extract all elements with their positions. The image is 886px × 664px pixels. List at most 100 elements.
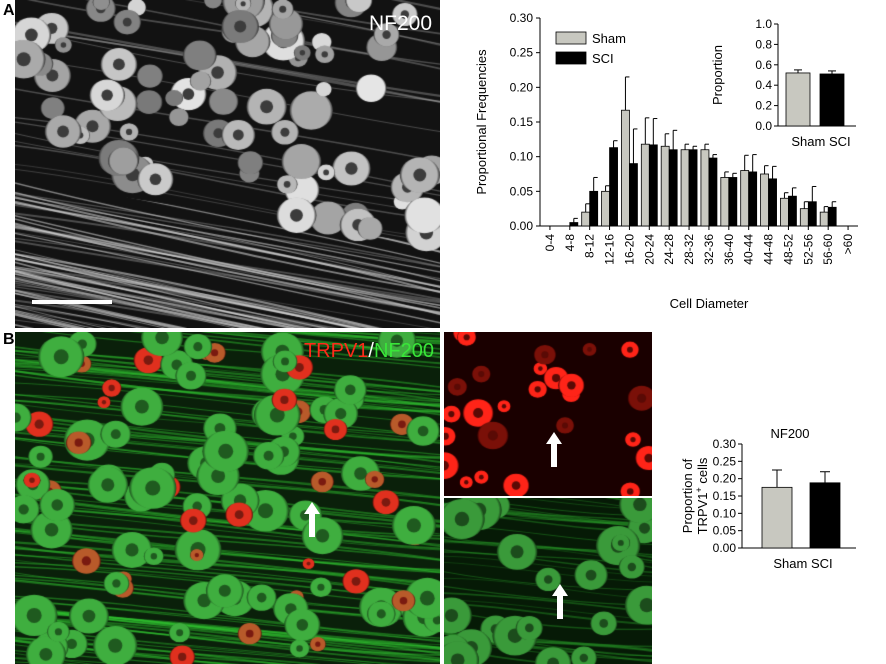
label-slash: / xyxy=(368,340,374,362)
trpv1-y-tick-label: 0.25 xyxy=(713,454,737,468)
histogram-x-tick-label: 44-48 xyxy=(762,234,776,265)
histogram-bar-sci xyxy=(648,144,658,227)
histogram-bar-sci xyxy=(768,178,777,227)
trpv1-y-tick-label: 0.20 xyxy=(713,472,737,486)
histogram-y-tick-label: 0.25 xyxy=(510,46,534,60)
trpv1-y-tick-label: 0.05 xyxy=(713,524,737,538)
trpv1-proportion-chart: NF200 0.00 0.05 0.10 0.15 0.20 0.25 0.30 Proport… xyxy=(680,426,856,571)
histogram-bar-sham xyxy=(720,177,730,227)
histogram-y-tick-label: 0.30 xyxy=(510,11,534,25)
histogram-bar-sham xyxy=(601,190,610,227)
histogram-bar-sci xyxy=(589,190,599,227)
histogram-bar-sci xyxy=(728,177,738,227)
histogram-bar-sham xyxy=(680,149,690,227)
trpv1-y-tick-label: 0.10 xyxy=(713,506,737,520)
arrow-nf200 xyxy=(552,584,568,619)
micrograph-trpv1-image xyxy=(444,332,652,496)
histogram-y-label: Proportional Frequencies xyxy=(474,49,489,195)
arrow-merge xyxy=(304,502,320,537)
histogram-bar-sci xyxy=(827,206,837,227)
micrograph-merge: TRPV1/NF200 xyxy=(15,332,440,664)
histogram-x-tick-label: 56-60 xyxy=(821,234,835,265)
histogram-bar-sci xyxy=(788,195,797,227)
histogram-x-tick-label: 28-32 xyxy=(682,234,696,265)
histogram-bar-sci xyxy=(629,163,638,227)
histogram-x-tick-label: 4-8 xyxy=(563,234,577,252)
histogram-y-tick-label: 0.05 xyxy=(510,184,534,198)
legend-label-sci: SCI xyxy=(592,51,614,66)
inset-y-tick-label: 0.8 xyxy=(755,37,772,51)
inset-y-tick-label: 0.4 xyxy=(755,78,772,92)
histogram-x-tick-label: >60 xyxy=(841,234,855,255)
trpv1-y-label-line2: TRPV1+ cells xyxy=(694,457,710,534)
inset-category-labels: Sham SCI xyxy=(791,134,850,149)
panel-letter-b: B xyxy=(3,331,15,348)
label-nf200: NF200 xyxy=(373,340,434,362)
inset-bar-sham xyxy=(785,72,811,127)
label-trpv1: TRPV1 xyxy=(303,340,369,362)
histogram-bar-sci xyxy=(609,147,618,227)
micrograph-trpv1 xyxy=(444,332,652,496)
trpv1-y-label-line1: Proportion of xyxy=(680,458,695,533)
inset-y-label: Proportion xyxy=(710,45,725,105)
histogram-x-tick-label: 24-28 xyxy=(662,234,676,265)
trpv1-y-label-sup: + xyxy=(694,487,704,492)
histogram-x-tick-label: 32-36 xyxy=(702,234,716,265)
micrograph-nf200-image xyxy=(15,0,440,328)
trpv1-bar-sci xyxy=(809,482,841,549)
histogram-bar-sham xyxy=(581,211,591,227)
histogram-x-tick-label: 48-52 xyxy=(781,234,795,265)
histogram-bar-sham xyxy=(621,109,630,227)
histogram-x-tick-label: 12-16 xyxy=(603,234,617,265)
trpv1-y-tick-label: 0.30 xyxy=(713,437,737,451)
histogram-bar-sci xyxy=(688,149,698,227)
histogram-bar-sci xyxy=(807,201,817,227)
histogram-bar-sci xyxy=(569,222,579,227)
histogram-bar-sham xyxy=(740,170,750,227)
legend-swatch-sci xyxy=(555,51,587,65)
micrograph-nf200-green-image xyxy=(444,498,652,664)
histogram-bar-sham xyxy=(700,149,710,227)
histogram-x-tick-label: 36-40 xyxy=(722,234,736,265)
histogram-chart: 0.00 0.05 0.10 0.15 0.20 0.25 0.30 Proportional… xyxy=(474,11,858,311)
histogram-x-tick-label: 40-44 xyxy=(742,234,756,265)
trpv1-bar-sham xyxy=(761,486,793,549)
panel-letter-a: A xyxy=(3,2,15,19)
histogram-bar-sci xyxy=(668,149,678,227)
histogram-y-tick-label: 0.20 xyxy=(510,80,534,94)
inset-y-tick-label: 1.0 xyxy=(755,17,772,31)
histogram-bar-sci xyxy=(748,171,758,227)
micrograph-nf200: NF200 xyxy=(15,0,440,328)
histogram-bar-sci xyxy=(708,157,718,227)
histogram-x-tick-label: 20-24 xyxy=(642,234,656,265)
inset-bar-sci xyxy=(819,73,845,127)
histogram-bar-sham xyxy=(819,211,829,227)
micrograph-nf200-green xyxy=(444,498,652,664)
histogram-y-tick-label: 0.15 xyxy=(510,115,534,129)
histogram-bar-sham xyxy=(660,145,670,227)
legend-swatch-sham xyxy=(555,31,587,45)
histogram-x-tick-label: 52-56 xyxy=(801,234,815,265)
histogram-bar-sham xyxy=(640,143,650,227)
histogram-y-tick-label: 0.00 xyxy=(510,219,534,233)
micrograph-merge-image xyxy=(15,332,440,664)
histogram-bar-sham xyxy=(760,173,769,227)
trpv1-chart-title: NF200 xyxy=(770,426,809,441)
trpv1-y-label-post: cells xyxy=(695,457,710,487)
micrograph-merge-label: TRPV1/NF200 xyxy=(304,340,434,363)
trpv1-category-labels: Sham SCI xyxy=(773,556,832,571)
trpv1-y-tick-label: 0.15 xyxy=(713,489,737,503)
histogram-x-tick-label: 16-20 xyxy=(622,234,636,265)
histogram-y-tick-label: 0.10 xyxy=(510,150,534,164)
inset-y-tick-label: 0.2 xyxy=(755,99,772,113)
histogram-x-tick-label: 8-12 xyxy=(583,234,597,258)
legend-label-sham: Sham xyxy=(592,31,626,46)
micrograph-nf200-label: NF200 xyxy=(368,12,432,35)
arrow-trpv1 xyxy=(546,432,562,467)
histogram-x-tick-label: 0-4 xyxy=(543,234,557,252)
inset-y-tick-label: 0.0 xyxy=(755,119,772,133)
inset-y-tick-label: 0.6 xyxy=(755,58,772,72)
histogram-bar-sham xyxy=(799,208,809,227)
histogram-bar-sham xyxy=(780,197,789,227)
trpv1-y-tick-label: 0.00 xyxy=(713,541,737,555)
